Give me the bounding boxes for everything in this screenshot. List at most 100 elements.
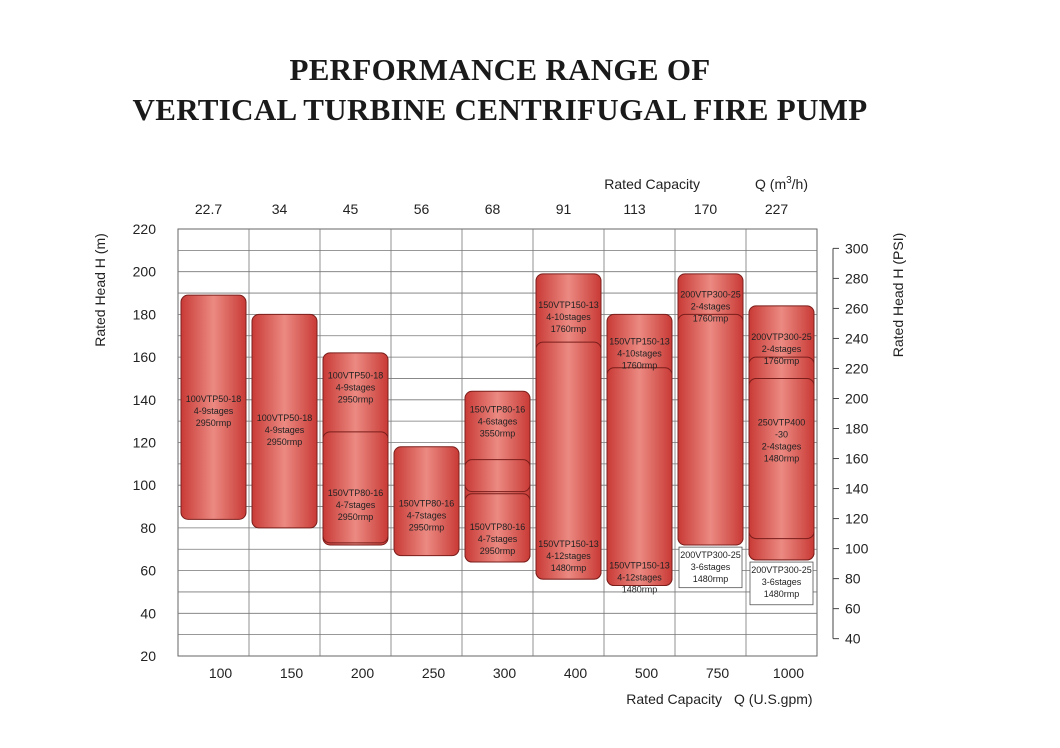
bar-label: 250VTP400	[758, 417, 806, 427]
callout-label: 1480rmp	[764, 589, 800, 599]
chart-title-line-2: VERTICAL TURBINE CENTRIFUGAL FIRE PUMP	[132, 92, 868, 127]
x-tick-label-gpm: 1000	[773, 665, 804, 681]
bar-label: 150VTP150-13	[609, 336, 670, 346]
right-axis-label: Rated Head H (PSI)	[890, 233, 906, 358]
bar-label: 1760rmp	[551, 324, 587, 334]
x-tick-label-m3h: 45	[343, 201, 359, 217]
bar-label: 3550rmp	[480, 429, 516, 439]
bar-label: 150VTP80-16	[470, 405, 526, 415]
bar-label: 2-4stages	[762, 344, 802, 354]
y-tick-label-psi: 80	[845, 571, 861, 587]
y-tick-label-m: 60	[140, 563, 156, 579]
bar-label: 200VTP300-25	[751, 332, 812, 342]
bar-label: 150VTP80-16	[328, 488, 384, 498]
callout-label: 3-6stages	[691, 562, 731, 572]
bar-label: 150VTP150-13	[609, 560, 670, 570]
range-bar	[251, 313, 318, 529]
bar-label: 200VTP300-25	[680, 289, 741, 299]
range-bar	[748, 377, 815, 540]
bar-label: 1480rmp	[764, 453, 800, 463]
chart-title-line-1: PERFORMANCE RANGE OF	[289, 52, 711, 87]
bottom-axis-label: Rated Capacity	[626, 691, 722, 707]
bar-label: 1480rmp	[551, 563, 587, 573]
bar-label: 4-10stages	[546, 312, 591, 322]
bar-label: 2950rmp	[196, 418, 232, 428]
bar-label: 2950rmp	[338, 394, 374, 404]
bar-label: 150VTP150-13	[538, 539, 599, 549]
bar-label: 4-7stages	[336, 500, 376, 510]
range-bar	[180, 294, 247, 520]
y-tick-label-m: 20	[140, 648, 156, 664]
bar-label: 100VTP50-18	[186, 394, 242, 404]
x-tick-label-m3h: 91	[556, 201, 572, 217]
bar-label: 4-12stages	[546, 551, 591, 561]
range-bar	[677, 313, 744, 546]
bar-label: 2950rmp	[267, 437, 303, 447]
bar-label: 4-9stages	[194, 406, 234, 416]
x-tick-label-gpm: 300	[493, 665, 517, 681]
x-tick-label-gpm: 200	[351, 665, 375, 681]
x-tick-label-m3h: 113	[623, 201, 646, 217]
bar-label: 4-9stages	[336, 382, 376, 392]
bar-label: 2950rmp	[480, 546, 516, 556]
callout-label: 1480rmp	[693, 574, 729, 584]
y-tick-label-psi: 120	[845, 511, 869, 527]
range-bar	[464, 493, 531, 563]
bar-label: 2950rmp	[409, 523, 445, 533]
x-tick-label-gpm: 400	[564, 665, 588, 681]
y-tick-label-psi: 220	[845, 360, 869, 376]
y-tick-label-psi: 160	[845, 451, 869, 467]
bar-label: 2950rmp	[338, 512, 374, 522]
callout-label: 3-6stages	[762, 577, 802, 587]
y-tick-label-m: 40	[140, 605, 156, 621]
bar-label: 100VTP50-18	[328, 370, 384, 380]
range-bar	[535, 341, 602, 580]
top-axis-unit: Q (m3/h)	[755, 175, 808, 192]
y-tick-label-psi: 60	[845, 601, 861, 617]
range-bar	[606, 367, 673, 587]
range-bar	[322, 431, 389, 544]
x-tick-label-m3h: 68	[485, 201, 501, 217]
bar-label: 2-4stages	[762, 441, 802, 451]
bar-label: 4-7stages	[478, 534, 518, 544]
x-tick-label-m3h: 227	[765, 201, 789, 217]
range-bar	[464, 459, 531, 493]
left-axis-label: Rated Head H (m)	[92, 233, 108, 347]
bar-label: -30	[775, 429, 788, 439]
bar-label: 100VTP50-18	[257, 413, 313, 423]
bar-label: 4-12stages	[617, 572, 662, 582]
bar-label: 4-10stages	[617, 348, 662, 358]
x-tick-label-gpm: 750	[706, 665, 730, 681]
y-tick-label-m: 220	[133, 221, 157, 237]
bar-label: 150VTP80-16	[470, 522, 526, 532]
callout-label: 200VTP300-25	[751, 565, 812, 575]
bar-label: 150VTP150-13	[538, 300, 599, 310]
bar-label: 4-7stages	[407, 511, 447, 521]
x-tick-label-m3h: 22.7	[195, 201, 222, 217]
x-tick-label-gpm: 150	[280, 665, 304, 681]
y-tick-label-psi: 200	[845, 390, 869, 406]
bar-label: 4-9stages	[265, 425, 305, 435]
y-tick-label-psi: 40	[845, 631, 861, 647]
x-tick-label-m3h: 34	[272, 201, 288, 217]
bar-label: 2-4stages	[691, 301, 731, 311]
callout-box	[749, 561, 814, 606]
callout-label: 200VTP300-25	[680, 550, 741, 560]
bar-label: 4-6stages	[478, 417, 518, 427]
bar-label: 1760rmp	[693, 313, 729, 323]
bar-label: 1760rmp	[622, 360, 658, 370]
y-tick-label-m: 120	[133, 435, 157, 451]
y-tick-label-psi: 180	[845, 421, 869, 437]
bars	[180, 273, 815, 606]
callout-box	[678, 546, 743, 589]
y-tick-label-m: 140	[133, 392, 157, 408]
bottom-axis-unit: Q (U.S.gpm)	[734, 691, 813, 707]
bar-label: 1760rmp	[764, 356, 800, 366]
x-tick-label-m3h: 170	[694, 201, 718, 217]
x-tick-label-gpm: 250	[422, 665, 446, 681]
x-tick-label-gpm: 500	[635, 665, 659, 681]
y-tick-label-psi: 240	[845, 330, 869, 346]
y-tick-label-psi: 280	[845, 270, 869, 286]
range-bar	[393, 446, 460, 557]
